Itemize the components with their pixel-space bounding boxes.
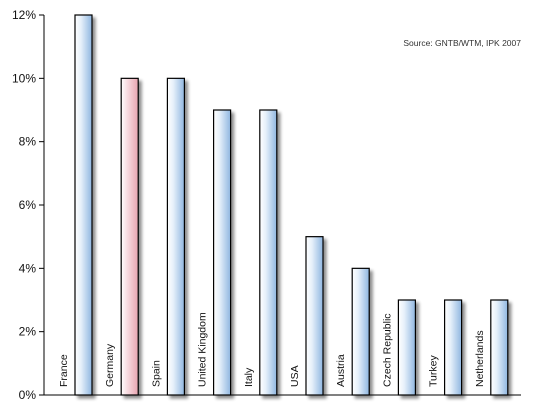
bar-usa <box>305 236 324 396</box>
category-label: Italy <box>243 367 255 387</box>
y-axis-ticks: 0% 2% 4% 6% 8% 10% 12% <box>12 8 44 402</box>
bar-germany <box>120 77 139 396</box>
bar-france <box>74 14 93 396</box>
bar-netherlands <box>490 299 509 396</box>
category-label: Austria <box>335 354 347 387</box>
y-tick-label: 8% <box>19 135 37 149</box>
bar-spain <box>166 77 185 396</box>
category-label: Germany <box>104 343 116 387</box>
category-labels: France Germany Spain United Kingdom Italy USA… <box>58 312 486 387</box>
category-label: Spain <box>150 360 162 387</box>
y-tick-label: 6% <box>19 198 37 212</box>
category-label: Turkey <box>428 355 440 387</box>
category-label: Czech Republic <box>381 313 393 387</box>
category-label: United Kingdom <box>197 312 209 387</box>
bar-czech-republic <box>397 299 416 396</box>
bar-turkey <box>444 299 463 396</box>
y-tick-label: 0% <box>19 388 37 402</box>
category-label: France <box>58 354 70 387</box>
bars-group <box>74 14 509 396</box>
y-tick-label: 2% <box>19 325 37 339</box>
y-tick-label: 12% <box>12 8 36 22</box>
y-tick-label: 10% <box>12 71 36 85</box>
category-label: USA <box>289 365 301 387</box>
y-tick-label: 4% <box>19 261 37 275</box>
source-note: Source: GNTB/WTM, IPK 2007 <box>403 38 521 48</box>
category-label: Netherlands <box>474 330 486 387</box>
bar-austria <box>351 267 370 396</box>
bar-united-kingdom <box>213 109 232 396</box>
bar-italy <box>259 109 278 396</box>
